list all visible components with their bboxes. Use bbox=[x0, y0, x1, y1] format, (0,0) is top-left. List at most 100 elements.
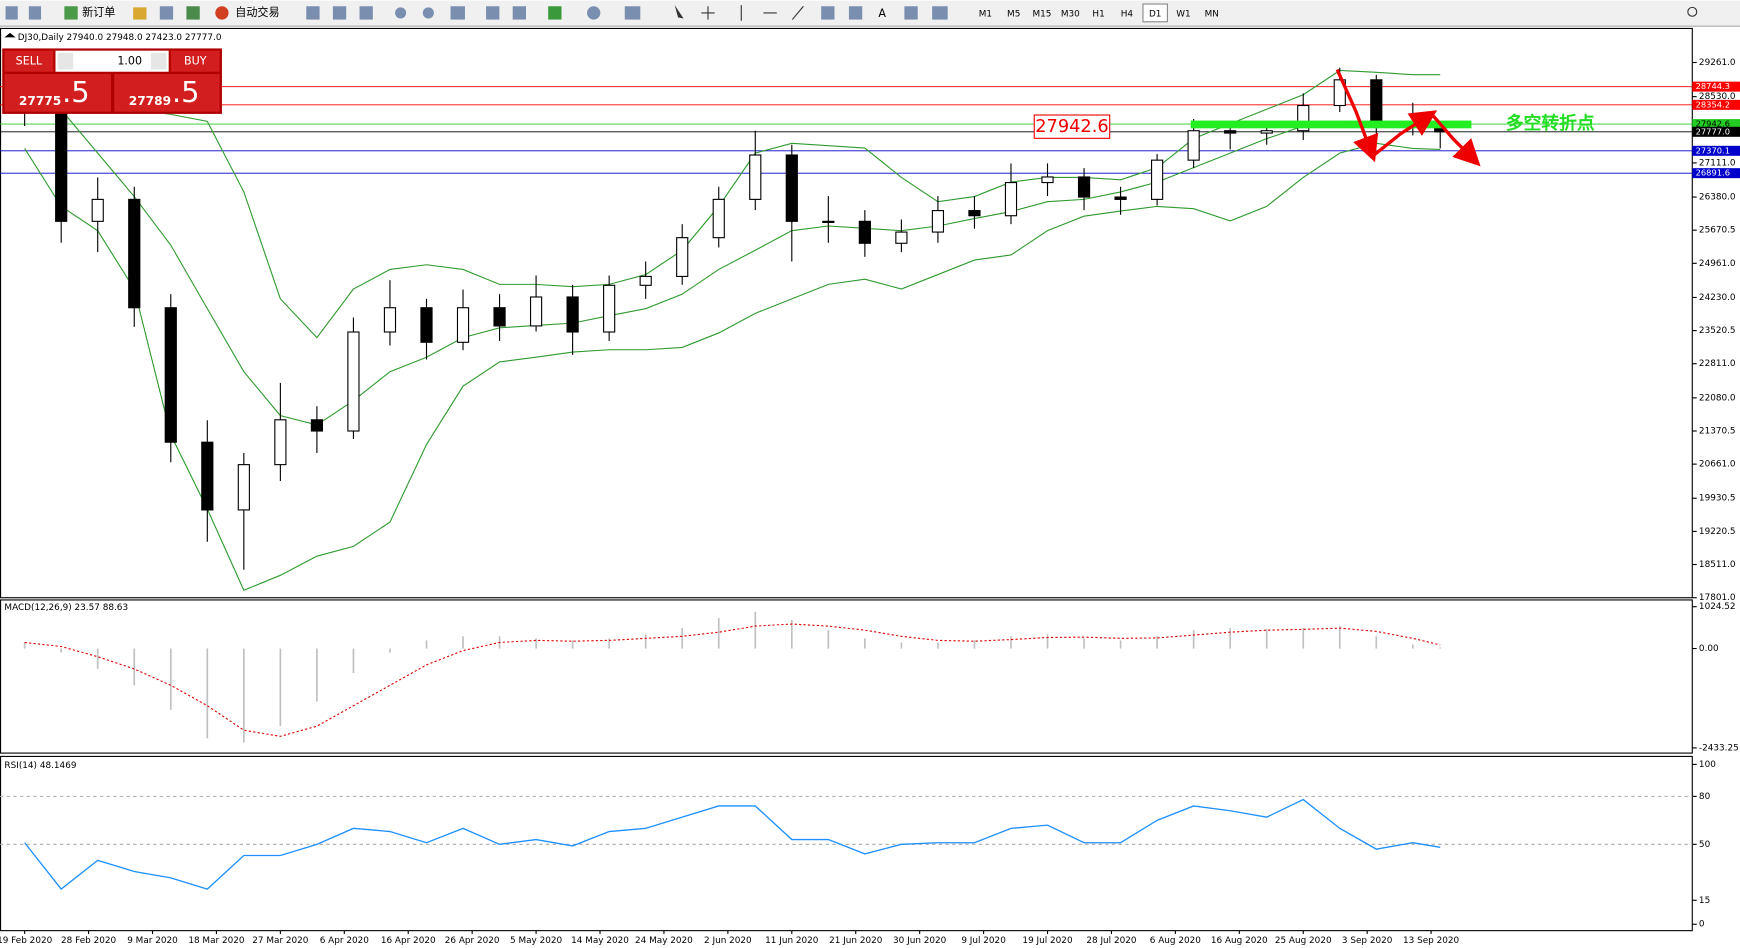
timeframe-button[interactable]: MN bbox=[1205, 10, 1219, 20]
x-tick-label: 6 Aug 2020 bbox=[1150, 936, 1201, 946]
candle-body bbox=[1370, 79, 1383, 128]
bollinger-lower bbox=[24, 142, 1441, 591]
candle-body bbox=[529, 296, 543, 327]
candle-body bbox=[858, 220, 871, 244]
candle-body bbox=[676, 237, 689, 277]
candle-body bbox=[785, 154, 798, 222]
price-level-tag bbox=[1692, 168, 1740, 179]
svg-text:A: A bbox=[878, 7, 886, 20]
candle-body bbox=[310, 419, 324, 432]
toolbar bbox=[0, 0, 1740, 27]
sell-label[interactable]: SELL bbox=[16, 55, 43, 68]
candle-body bbox=[603, 284, 616, 333]
y-tick-label: 17801.0 bbox=[1699, 593, 1736, 603]
x-tick-label: 28 Feb 2020 bbox=[61, 936, 117, 946]
x-tick-label: 21 Jun 2020 bbox=[829, 936, 883, 946]
timeframe-button[interactable]: H1 bbox=[1092, 10, 1104, 20]
timeframe-button[interactable]: M1 bbox=[979, 10, 992, 20]
price-plot bbox=[0, 50, 1693, 591]
panel-borders bbox=[0, 27, 1693, 932]
candle-body bbox=[55, 110, 68, 222]
candle-body bbox=[456, 307, 470, 343]
sell-price: 27775 bbox=[19, 94, 61, 108]
x-tick-label: 19 Jul 2020 bbox=[1022, 936, 1073, 946]
macd-signal bbox=[24, 623, 1441, 737]
arrow bbox=[1371, 110, 1438, 158]
candle-body bbox=[822, 220, 835, 223]
x-tick-label: 9 Jul 2020 bbox=[961, 936, 1006, 946]
y-tick-label: 100 bbox=[1699, 760, 1716, 770]
arrow bbox=[1335, 68, 1379, 163]
pivot-bar bbox=[1190, 120, 1472, 129]
axes: 29261.0 28530.0 27111.0 26380.0 25670.5 24961… bbox=[0, 58, 1740, 946]
buy-price: 27789 bbox=[129, 94, 171, 108]
x-tick-label: 27 Mar 2020 bbox=[252, 936, 309, 946]
y-tick-label: 0.00 bbox=[1699, 644, 1719, 654]
timeframe-button[interactable]: W1 bbox=[1176, 10, 1190, 20]
buy-price-pips: .5 bbox=[172, 75, 200, 109]
x-tick-label: 24 May 2020 bbox=[635, 936, 693, 946]
timeframe-bar: M1 M5 M15 M30 H1 H4 D1 W1 MN bbox=[979, 3, 1219, 23]
candle-body bbox=[1187, 130, 1200, 161]
collapse-icon bbox=[4, 32, 16, 38]
new-order-button[interactable]: 新订单 bbox=[82, 5, 115, 19]
candle-body bbox=[712, 198, 725, 239]
candle-body bbox=[566, 296, 579, 333]
timeframe-button[interactable]: D1 bbox=[1149, 10, 1161, 20]
x-tick-label: 16 Aug 2020 bbox=[1211, 936, 1268, 946]
candle-body bbox=[1004, 182, 1018, 217]
buy-price-box[interactable] bbox=[114, 73, 220, 112]
candle-body bbox=[749, 154, 762, 200]
x-tick-label: 26 Apr 2020 bbox=[445, 936, 500, 946]
candle-body bbox=[1297, 104, 1310, 132]
buy-label[interactable]: BUY bbox=[184, 55, 207, 68]
y-tick-label: 18511.0 bbox=[1699, 560, 1736, 570]
chart-title: DJ30,Daily 27940.0 27948.0 27423.0 27777… bbox=[18, 33, 222, 43]
sell-button[interactable] bbox=[4, 50, 54, 72]
y-tick-label: 28530.0 bbox=[1699, 92, 1736, 102]
candle-body bbox=[128, 198, 141, 309]
buy-button[interactable] bbox=[170, 50, 220, 72]
y-tick-label: 22811.0 bbox=[1699, 359, 1736, 369]
y-tick-label: -2433.25 bbox=[1699, 743, 1739, 753]
bollinger-middle bbox=[24, 99, 1441, 426]
candle-body bbox=[91, 198, 104, 222]
x-tick-label: 9 Mar 2020 bbox=[127, 936, 178, 946]
price-level-label: 27370.1 bbox=[1696, 145, 1730, 155]
rsi-line bbox=[24, 798, 1441, 891]
x-tick-label: 28 Jul 2020 bbox=[1086, 936, 1137, 946]
price-level-label: 28744.3 bbox=[1696, 81, 1730, 91]
x-tick-label: 13 Sep 2020 bbox=[1403, 936, 1460, 946]
candle-body bbox=[968, 210, 981, 217]
price-level-label: 27942.6 bbox=[1696, 119, 1730, 129]
candle-body bbox=[639, 275, 652, 286]
sell-price-box[interactable] bbox=[4, 73, 111, 112]
candle-body bbox=[1224, 130, 1237, 134]
y-tick-label: 19930.5 bbox=[1699, 494, 1736, 504]
x-tick-label: 30 Jun 2020 bbox=[893, 936, 947, 946]
y-tick-label: 80 bbox=[1699, 792, 1711, 802]
timeframe-button[interactable]: H4 bbox=[1121, 10, 1134, 20]
price-level-tag bbox=[1692, 126, 1740, 137]
lot-value[interactable]: 1.00 bbox=[117, 55, 142, 68]
toolbar-icons: A bbox=[5, 5, 1698, 21]
timeframe-button[interactable]: M30 bbox=[1061, 10, 1080, 20]
auto-trading-button[interactable]: 自动交易 bbox=[235, 5, 279, 19]
candle-body bbox=[164, 307, 177, 443]
timeframe-button[interactable]: M15 bbox=[1033, 10, 1052, 20]
rsi-title: RSI(14) 48.1469 bbox=[4, 761, 76, 771]
candle-body bbox=[420, 307, 433, 343]
price-note-box bbox=[1033, 114, 1111, 139]
x-tick-label: 19 Feb 2020 bbox=[0, 936, 53, 946]
y-tick-label: 26380.0 bbox=[1699, 193, 1736, 203]
price-level-tag bbox=[1692, 145, 1740, 156]
candle-body bbox=[274, 419, 287, 466]
timeframe-button[interactable]: M5 bbox=[1007, 10, 1020, 20]
price-level-tag bbox=[1692, 99, 1740, 110]
lot-field[interactable] bbox=[55, 50, 169, 72]
price-level-tag bbox=[1692, 119, 1740, 130]
candle-body bbox=[895, 231, 908, 244]
candle-body bbox=[383, 307, 397, 333]
